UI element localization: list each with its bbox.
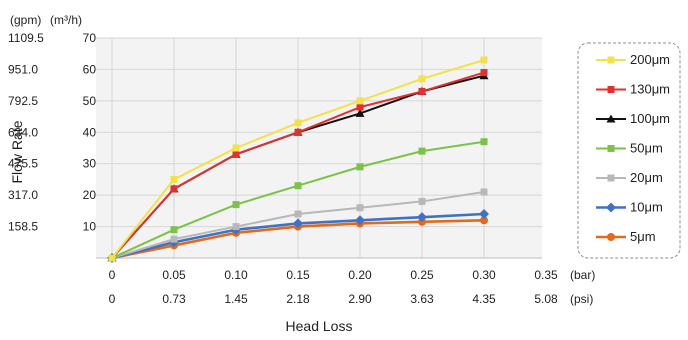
y-tick-gpm: 317.0 bbox=[8, 188, 38, 202]
y-tick-m3h: 40 bbox=[83, 125, 97, 139]
legend-item: 50μm bbox=[596, 141, 663, 156]
data-point bbox=[418, 147, 426, 155]
y-tick-gpm: 158.5 bbox=[8, 220, 38, 234]
legend-item: 20μm bbox=[596, 170, 663, 185]
data-point bbox=[480, 138, 488, 146]
data-point bbox=[418, 75, 426, 83]
data-point bbox=[356, 97, 364, 105]
x-tick-psi: 0 bbox=[109, 292, 116, 306]
data-point bbox=[108, 254, 116, 262]
data-point bbox=[417, 212, 427, 223]
data-point bbox=[418, 87, 426, 95]
data-point bbox=[170, 235, 178, 243]
x-tick-psi: 0.73 bbox=[162, 292, 186, 306]
x-tick-bar: 0.20 bbox=[348, 268, 372, 282]
data-point bbox=[170, 226, 178, 234]
data-point bbox=[480, 69, 488, 77]
legend-label: 50μm bbox=[630, 141, 663, 156]
y-tick-gpm: 792.5 bbox=[8, 94, 38, 108]
legend-label: 20μm bbox=[630, 170, 663, 185]
legend-swatch-marker bbox=[607, 56, 615, 64]
y-tick-gpm: 1109.5 bbox=[8, 31, 44, 45]
data-point bbox=[232, 144, 240, 152]
data-point bbox=[480, 216, 488, 225]
x-tick-psi: 5.08 bbox=[534, 292, 558, 306]
data-point bbox=[479, 209, 489, 219]
legend-label: 10μm bbox=[630, 200, 663, 215]
data-point bbox=[355, 108, 365, 117]
x-tick-psi: 1.45 bbox=[224, 292, 248, 306]
legend-swatch-marker bbox=[606, 202, 616, 213]
legend-item: 10μm bbox=[596, 200, 663, 215]
series-200μm bbox=[108, 56, 488, 262]
y-tick-m3h: 10 bbox=[83, 220, 97, 234]
y-tick-gpm: 951.0 bbox=[8, 62, 38, 76]
x-tick-bar: 0.05 bbox=[162, 268, 186, 282]
data-point bbox=[232, 201, 240, 209]
data-point bbox=[294, 210, 302, 218]
x-tick-bar: 0.25 bbox=[410, 268, 434, 282]
x-axis-title: Head Loss bbox=[286, 318, 353, 334]
legend-swatch-marker bbox=[607, 233, 615, 241]
y-axis-ticks: 10 158.5 20 317.0 30 475.5 40 634.0 50 792.5 60 951… bbox=[8, 31, 96, 234]
legend-label: 100μm bbox=[630, 111, 670, 126]
data-point bbox=[480, 56, 488, 64]
data-point bbox=[232, 150, 240, 158]
data-point bbox=[294, 128, 302, 136]
data-point bbox=[170, 175, 178, 183]
x-tick-bar: 0.30 bbox=[472, 268, 496, 282]
legend-swatch-marker bbox=[607, 174, 615, 182]
x-unit-psi: (psi) bbox=[570, 292, 593, 306]
legend-item: 5μm bbox=[596, 229, 656, 244]
y-unit-gpm: (gpm) bbox=[10, 13, 41, 27]
data-point bbox=[355, 215, 365, 226]
legend-item: 200μm bbox=[596, 52, 670, 67]
legend-item: 100μm bbox=[596, 111, 670, 126]
data-point bbox=[356, 204, 364, 212]
x-tick-bar: 0.15 bbox=[286, 268, 310, 282]
y-tick-m3h: 30 bbox=[83, 157, 97, 171]
data-point bbox=[480, 188, 488, 196]
x-tick-bar: 0 bbox=[109, 268, 116, 282]
x-tick-bar: 0.10 bbox=[224, 268, 248, 282]
y-tick-gpm: 634.0 bbox=[8, 125, 38, 139]
legend: 200μm 130μm 100μm 50μm 20μm 10μm 5μm bbox=[596, 52, 670, 244]
y-axis-title: Flow Rate bbox=[9, 120, 25, 183]
y-unit-m3h: (m³/h) bbox=[50, 13, 82, 27]
legend-swatch-marker bbox=[607, 86, 615, 93]
legend-swatch-marker bbox=[607, 145, 615, 152]
x-tick-psi: 2.90 bbox=[348, 292, 372, 306]
legend-label: 5μm bbox=[630, 229, 656, 244]
data-point bbox=[293, 218, 303, 229]
data-point bbox=[294, 182, 302, 190]
legend-label: 130μm bbox=[630, 82, 670, 97]
data-point bbox=[356, 163, 364, 171]
legend-label: 200μm bbox=[630, 52, 670, 67]
legend-box bbox=[577, 42, 681, 259]
y-tick-m3h: 50 bbox=[83, 94, 97, 108]
y-tick-m3h: 20 bbox=[83, 188, 97, 202]
y-tick-m3h: 60 bbox=[83, 62, 97, 76]
data-point bbox=[170, 185, 178, 193]
data-point bbox=[418, 197, 426, 205]
data-point bbox=[356, 103, 364, 111]
x-tick-bar: 0.35 bbox=[534, 268, 558, 282]
legend-swatch-marker bbox=[606, 114, 616, 123]
legend-item: 130μm bbox=[596, 82, 670, 97]
x-unit-bar: (bar) bbox=[570, 268, 595, 282]
x-tick-psi: 3.63 bbox=[410, 292, 434, 306]
data-point bbox=[232, 223, 240, 231]
x-axis-ticks: 0 0 0.05 0.73 0.10 1.45 0.15 2.18 0.20 2.90 0.25 3.… bbox=[109, 268, 558, 306]
y-tick-gpm: 475.5 bbox=[8, 157, 38, 171]
x-tick-psi: 2.18 bbox=[286, 292, 310, 306]
y-tick-m3h: 70 bbox=[83, 31, 97, 45]
data-point bbox=[294, 119, 302, 127]
series-group bbox=[107, 56, 489, 263]
x-tick-psi: 4.35 bbox=[472, 292, 496, 306]
